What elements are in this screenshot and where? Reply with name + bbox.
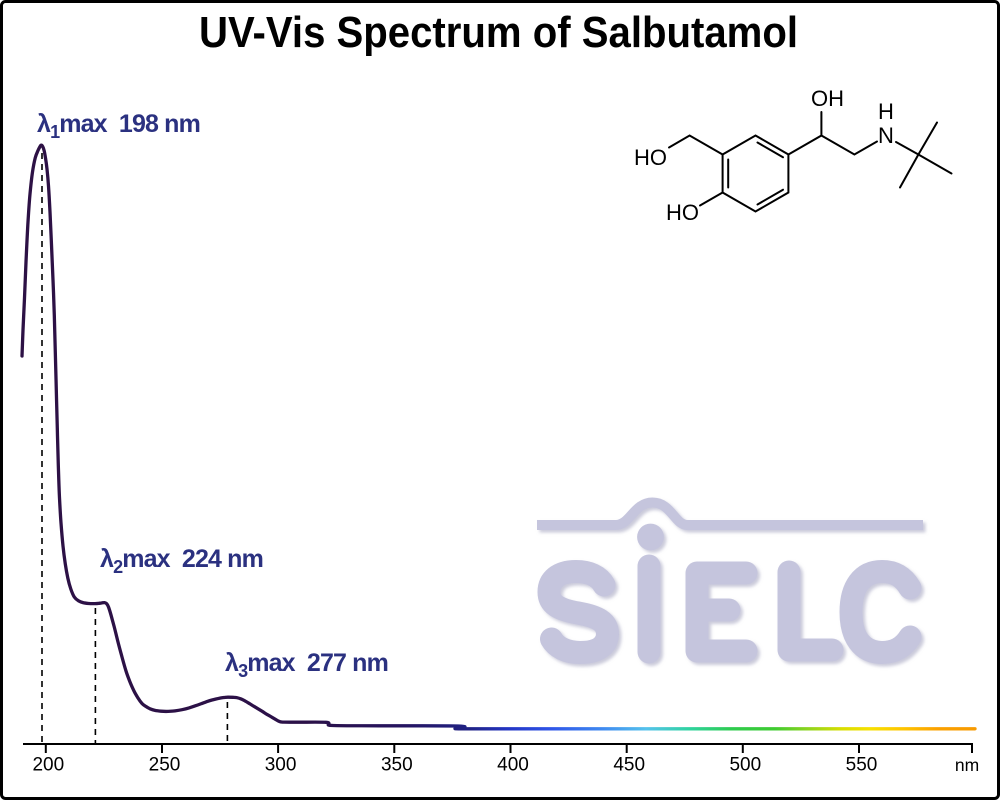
svg-text:450: 450: [613, 755, 645, 776]
svg-text:250: 250: [149, 755, 181, 776]
svg-text:λ1max 198 nm: λ1max 198 nm: [37, 110, 200, 142]
svg-text:H: H: [878, 99, 894, 124]
svg-text:OH: OH: [811, 86, 844, 111]
svg-text:nm: nm: [955, 755, 979, 775]
svg-text:200: 200: [32, 755, 64, 776]
svg-text:λ2max 224 nm: λ2max 224 nm: [100, 545, 263, 577]
svg-text:N: N: [878, 123, 894, 148]
svg-text:HO: HO: [666, 200, 699, 225]
svg-text:λ3max 277 nm: λ3max 277 nm: [225, 649, 388, 681]
svg-text:550: 550: [846, 755, 878, 776]
svg-text:500: 500: [729, 755, 761, 776]
svg-text:HO: HO: [634, 145, 667, 170]
svg-text:400: 400: [497, 755, 529, 776]
svg-text:300: 300: [265, 755, 297, 776]
svg-text:UV-Vis Spectrum of Salbutamol: UV-Vis Spectrum of Salbutamol: [199, 8, 798, 57]
svg-text:350: 350: [381, 755, 413, 776]
